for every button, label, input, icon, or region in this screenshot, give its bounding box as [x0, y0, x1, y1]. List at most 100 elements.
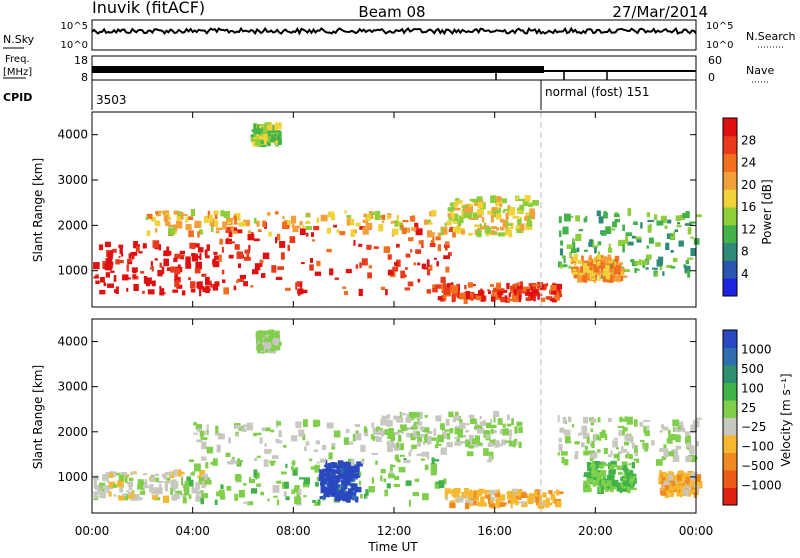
velocity-cell: [681, 490, 685, 496]
velocity-cell: [582, 432, 590, 439]
velocity-cell: [608, 454, 612, 458]
power-cell: [142, 290, 145, 294]
power-cell: [115, 259, 120, 265]
velocity-cell: [396, 442, 399, 449]
nave-tick-top: 60: [708, 54, 722, 67]
power-cell: [266, 124, 273, 131]
velocity-cell: [613, 453, 618, 459]
velocity-cell: [608, 469, 616, 475]
velocity-cell: [610, 450, 613, 455]
velocity-cell: [143, 473, 148, 476]
power-cell: [185, 223, 192, 231]
velocity-cell: [258, 339, 263, 347]
velocity-cell: [303, 419, 308, 428]
velocity-cell: [616, 485, 620, 492]
power-cell: [362, 219, 369, 223]
power-cell: [246, 254, 250, 259]
velocity-cell: [182, 498, 187, 504]
power-cell: [198, 281, 203, 288]
power-cell: [387, 254, 392, 260]
power-cell: [275, 276, 283, 280]
velocity-cell: [448, 411, 454, 418]
velocity-cell: [383, 478, 387, 483]
power-cell: [213, 210, 219, 215]
velocity-cell: [351, 470, 354, 478]
velocity-cell: [118, 474, 124, 481]
velocity-cell: [584, 445, 588, 451]
power-cell: [613, 258, 616, 263]
power-cell: [418, 240, 423, 245]
power-cell: [670, 250, 674, 253]
power-cell: [693, 238, 700, 245]
velocity-cell: [349, 468, 353, 473]
velocity-cell: [316, 461, 320, 464]
power-cell: [219, 238, 224, 245]
velocity-cell: [667, 451, 675, 457]
velocity-cell: [323, 494, 326, 500]
velocity-cell: [155, 477, 160, 483]
power-cell: [267, 212, 271, 216]
velocity-cell: [205, 462, 209, 469]
velocity-cell: [234, 424, 242, 429]
velocity-cell: [199, 431, 204, 437]
velocity-cell: [640, 439, 645, 443]
power-colorbar-swatch: [723, 153, 737, 172]
velocity-cell: [483, 430, 491, 438]
velocity-cell: [124, 476, 128, 484]
power-cell: [474, 224, 480, 228]
velocity-cell: [456, 438, 460, 444]
power-cell: [447, 213, 451, 218]
power-cell: [572, 242, 576, 250]
power-cell: [368, 211, 374, 219]
velocity-cell: [174, 493, 181, 499]
velocity-cell: [196, 483, 200, 490]
velocity-cell: [298, 429, 305, 437]
velocity-cell: [490, 428, 494, 435]
power-colorbar-swatch: [723, 242, 737, 261]
velocity-cell: [323, 492, 328, 497]
power-cell: [119, 259, 124, 264]
velocity-cell: [93, 491, 99, 495]
velocity-cell: [695, 441, 699, 447]
velocity-cell: [414, 478, 420, 482]
power-cell: [678, 240, 684, 247]
power-cell: [244, 249, 250, 254]
power-cell: [168, 224, 175, 227]
power-cell: [612, 275, 617, 279]
velocity-cell: [552, 496, 556, 504]
velocity-cell: [628, 453, 633, 460]
velocity-colorbar-swatch: [723, 417, 737, 436]
power-cell: [620, 275, 628, 278]
power-cell: [459, 292, 466, 300]
velocity-cell: [265, 427, 271, 432]
velocity-cell: [381, 415, 387, 420]
velocity-cell: [430, 469, 437, 476]
power-cell: [603, 264, 610, 272]
power-cell: [128, 253, 132, 259]
velocity-colorbar-tick-label: 25: [741, 401, 756, 415]
power-cell: [355, 264, 359, 269]
velocity-cell: [403, 459, 411, 464]
power-cell: [226, 217, 233, 226]
power-cell: [424, 267, 429, 270]
power-cell: [589, 239, 593, 243]
velocity-cell: [624, 434, 631, 442]
velocity-cell: [622, 430, 625, 436]
velocity-cell: [621, 486, 628, 492]
velocity-cell: [320, 474, 325, 480]
velocity-cell: [331, 483, 338, 490]
power-cell: [336, 229, 340, 233]
power-cell: [475, 295, 482, 301]
velocity-cell: [345, 428, 350, 434]
velocity-cell: [558, 443, 563, 452]
power-cell: [367, 272, 372, 279]
velocity-cell: [151, 495, 159, 500]
power-cell: [292, 225, 299, 233]
velocity-cell: [408, 451, 412, 457]
velocity-cell: [435, 415, 442, 422]
power-cell: [197, 231, 200, 238]
velocity-cell: [557, 415, 560, 422]
velocity-cell: [581, 425, 588, 434]
velocity-cell: [396, 416, 404, 423]
velocity-cell: [454, 441, 462, 446]
